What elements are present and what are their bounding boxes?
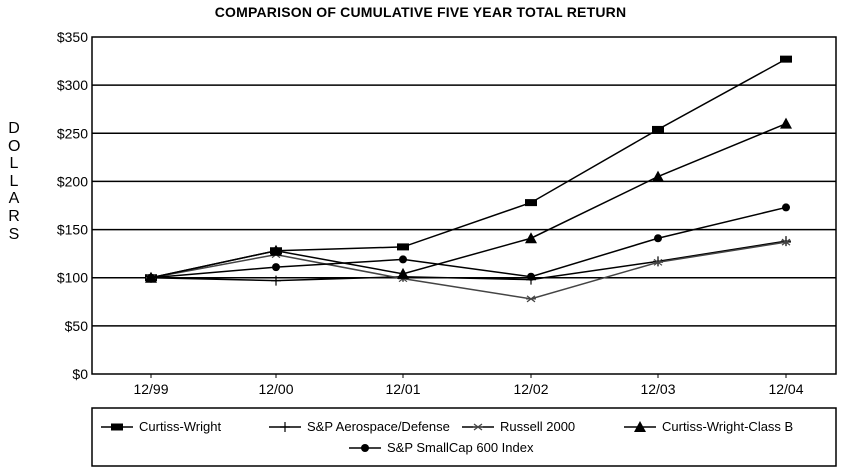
data-point-s-p-smallcap-600-index: [399, 255, 407, 264]
legend-marker-curtiss-wright: [111, 423, 123, 431]
x-tick-label: 12/04: [768, 381, 803, 397]
x-tick-label: 12/03: [640, 381, 675, 397]
data-point-curtiss-wright: [652, 125, 664, 133]
y-tick-label: $250: [57, 125, 88, 141]
series-line-curtiss-wright-class-b: [150, 122, 787, 279]
y-tick-label: $100: [57, 270, 88, 286]
y-tick-label: $300: [57, 77, 88, 93]
series-line-s-p-smallcap-600-index: [150, 206, 787, 279]
legend-label-curtiss-wright-class-b: Curtiss-Wright-Class B: [662, 419, 793, 434]
legend-label-curtiss-wright: Curtiss-Wright: [139, 419, 221, 434]
data-point-curtiss-wright: [397, 243, 409, 251]
x-tick-label: 12/01: [385, 381, 420, 397]
x-tick-label: 12/99: [133, 381, 168, 397]
data-point-curtiss-wright-class-b: [652, 170, 664, 182]
data-point-curtiss-wright-class-b: [397, 267, 409, 279]
legend-label-s-p-aerospace-defense: S&P Aerospace/Defense: [307, 419, 450, 434]
y-tick-label: $50: [65, 318, 89, 334]
data-point-russell-2000: [653, 258, 663, 266]
data-point-s-p-smallcap-600-index: [147, 273, 155, 282]
legend-label-s-p-smallcap-600-index: S&P SmallCap 600 Index: [387, 440, 534, 455]
data-point-curtiss-wright: [525, 199, 537, 207]
data-point-s-p-aerospace-defense: [271, 275, 281, 286]
x-tick-label: 12/00: [258, 381, 293, 397]
y-tick-label: $0: [72, 366, 88, 382]
data-point-curtiss-wright-class-b: [270, 244, 282, 256]
data-point-s-p-smallcap-600-index: [272, 263, 280, 272]
legend-box: [91, 407, 837, 467]
y-axis-label: DOLLARS: [8, 120, 21, 243]
data-point-s-p-smallcap-600-index: [527, 272, 535, 281]
chart-title: COMPARISON OF CUMULATIVE FIVE YEAR TOTAL…: [214, 4, 627, 20]
series-line-s-p-aerospace-defense: [150, 240, 787, 282]
legend-marker-curtiss-wright-class-b: [634, 421, 646, 432]
data-point-russell-2000: [781, 238, 791, 246]
y-tick-label: $350: [57, 29, 88, 45]
data-point-s-p-smallcap-600-index: [782, 203, 790, 212]
y-tick-label: $200: [57, 173, 88, 189]
legend-marker-s-p-smallcap-600-index: [361, 444, 369, 452]
data-point-curtiss-wright-class-b: [780, 117, 792, 129]
y-tick-label: $150: [57, 222, 88, 238]
data-point-russell-2000: [526, 295, 536, 303]
series-line-curtiss-wright: [150, 58, 787, 279]
legend-marker-s-p-aerospace-defense: [280, 422, 290, 432]
series-line-russell-2000: [150, 241, 787, 300]
data-point-curtiss-wright-class-b: [525, 232, 537, 244]
legend-marker-russell-2000: [473, 423, 483, 431]
x-tick-label: 12/02: [513, 381, 548, 397]
data-point-curtiss-wright: [780, 55, 792, 63]
plot-frame: [91, 36, 837, 375]
data-point-s-p-smallcap-600-index: [654, 234, 662, 243]
data-point-s-p-aerospace-defense: [781, 236, 791, 247]
legend-label-russell-2000: Russell 2000: [500, 419, 575, 434]
